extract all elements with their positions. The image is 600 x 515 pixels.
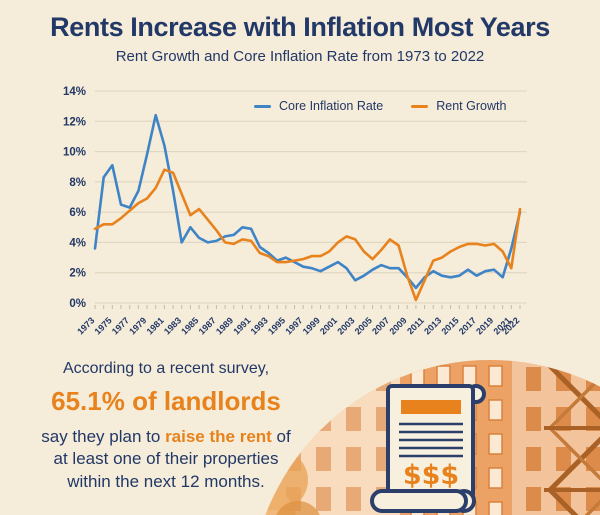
svg-text:2013: 2013 <box>422 315 443 336</box>
rent-growth-line-swatch <box>411 104 429 108</box>
survey-detail-line2: at least one of their properties <box>53 449 279 469</box>
svg-text:1991: 1991 <box>231 315 252 336</box>
svg-text:1993: 1993 <box>249 315 270 336</box>
survey-statistic: 65.1% of landlords <box>51 386 281 416</box>
svg-text:4%: 4% <box>69 237 86 249</box>
svg-text:1985: 1985 <box>179 315 200 336</box>
legend-label: Core Inflation Rate <box>279 99 384 113</box>
svg-text:1987: 1987 <box>197 315 218 336</box>
svg-text:1999: 1999 <box>301 315 322 336</box>
svg-text:12%: 12% <box>63 116 86 128</box>
survey-intro: According to a recent survey, <box>62 360 270 377</box>
svg-text:2019: 2019 <box>474 315 495 336</box>
svg-text:1981: 1981 <box>145 315 166 336</box>
svg-text:2005: 2005 <box>353 315 374 336</box>
svg-text:2009: 2009 <box>387 315 408 336</box>
svg-text:2001: 2001 <box>318 315 339 336</box>
svg-text:2011: 2011 <box>405 315 426 336</box>
document-text-lines <box>399 422 463 458</box>
svg-text:8%: 8% <box>69 177 86 189</box>
svg-text:1973: 1973 <box>75 315 96 336</box>
svg-text:2%: 2% <box>69 268 86 280</box>
rent-document-scroll: $$$ <box>370 384 486 513</box>
document-header-bar <box>401 400 461 414</box>
svg-text:2015: 2015 <box>439 315 460 336</box>
svg-text:14%: 14% <box>63 86 86 98</box>
core-inflation-line-swatch <box>254 104 271 108</box>
page-subtitle: Rent Growth and Core Inflation Rate from… <box>115 48 485 65</box>
svg-text:10%: 10% <box>63 147 86 159</box>
svg-text:2007: 2007 <box>370 315 391 336</box>
survey-detail: say they plan to raise the rent of at le… <box>16 426 316 493</box>
dollar-signs-label: $$$ <box>403 460 459 491</box>
svg-text:1983: 1983 <box>162 315 183 336</box>
legend-item-rent-growth: Rent Growth <box>411 99 506 113</box>
svg-text:0%: 0% <box>69 298 86 310</box>
svg-text:1979: 1979 <box>127 315 148 336</box>
line-chart: 0% 2% 4% 6% 8% 10% 12% 14% 1973 1975 1977 1979 1981 1… <box>0 78 600 350</box>
scroll-bottom-roll <box>370 489 468 513</box>
svg-text:1975: 1975 <box>93 315 114 336</box>
svg-text:1989: 1989 <box>214 315 235 336</box>
legend-label: Rent Growth <box>436 99 507 113</box>
page-title: Rents Increase with Inflation Most Years <box>50 12 550 42</box>
survey-detail-line1: say they plan to raise the rent of <box>41 427 291 446</box>
survey-detail-line3: within the next 12 months. <box>67 471 265 491</box>
svg-text:2017: 2017 <box>457 315 478 336</box>
svg-text:6%: 6% <box>69 207 86 219</box>
svg-text:1977: 1977 <box>110 315 131 336</box>
survey-callout: According to a recent survey, 65.1% of l… <box>16 360 316 493</box>
svg-text:1997: 1997 <box>283 315 304 336</box>
chart-legend: Core Inflation Rate Rent Growth <box>254 99 506 113</box>
chart-canvas: 0%2%4%6%8%10%12%14%197319751977197919811… <box>63 86 527 337</box>
legend-item-core-inflation: Core Inflation Rate <box>254 99 383 113</box>
svg-text:1995: 1995 <box>266 315 287 336</box>
raise-the-rent-highlight: raise the rent <box>165 427 272 446</box>
svg-text:2003: 2003 <box>335 315 356 336</box>
